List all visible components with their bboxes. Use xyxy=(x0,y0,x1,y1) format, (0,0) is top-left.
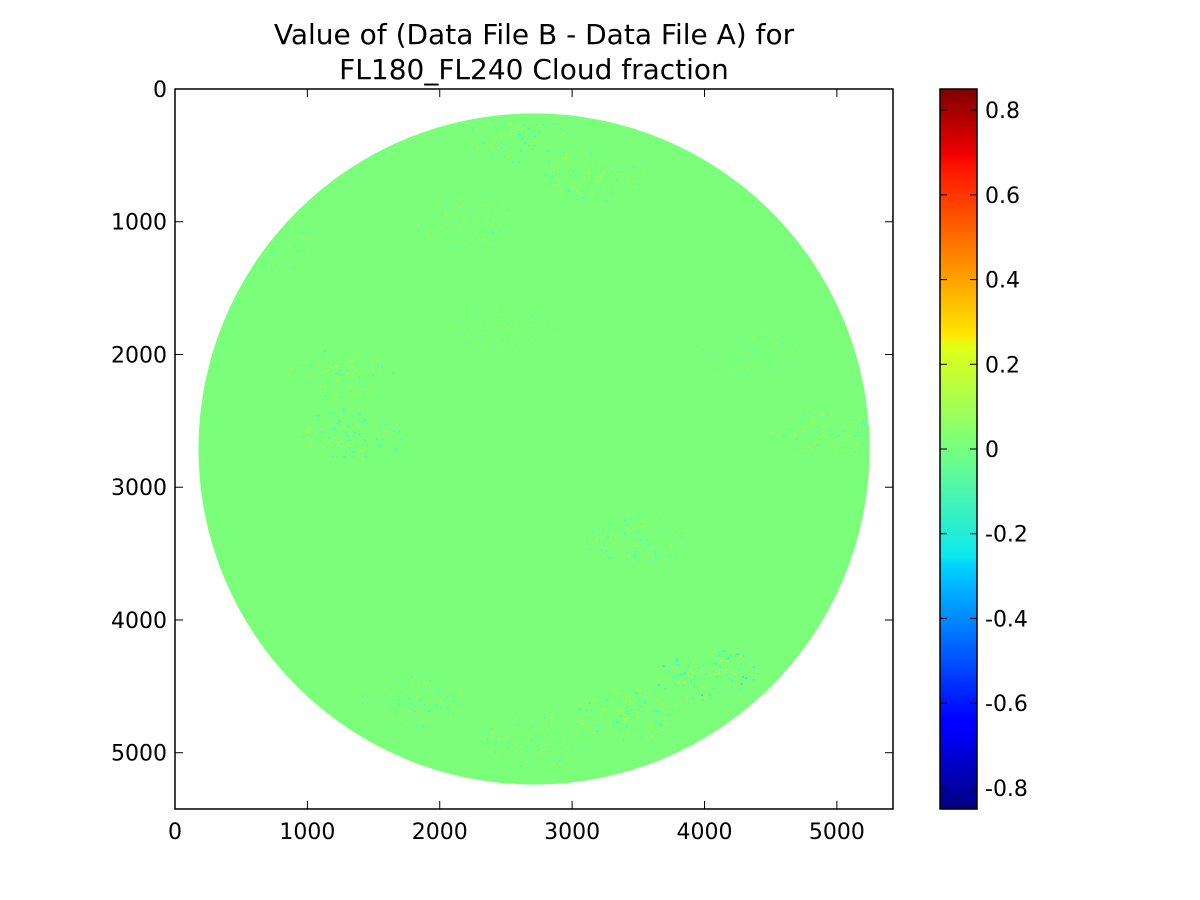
speckle-region xyxy=(287,350,394,401)
colorbar-tick-label: 0 xyxy=(985,438,999,463)
speckle-region xyxy=(771,411,869,460)
x-tick-label: 3000 xyxy=(544,820,600,845)
colorbar: -0.8 -0.6 -0.4 -0.2 0 0.2 0.4 0.6 0.8 xyxy=(939,88,1028,810)
chart-title-line-2: FL180_FL240 Cloud fraction xyxy=(339,53,729,86)
colorbar-ticks: -0.8 -0.6 -0.4 -0.2 0 0.2 0.4 0.6 0.8 xyxy=(940,99,1028,802)
axes-frame xyxy=(174,88,894,810)
colorbar-tick-label: -0.2 xyxy=(985,523,1028,548)
colorbar-tick-label: 0.6 xyxy=(985,184,1020,209)
y-axis: 0 1000 2000 3000 4000 5000 xyxy=(111,78,893,767)
colorbar-tick-label: -0.4 xyxy=(985,607,1028,632)
speckle-region xyxy=(417,198,514,249)
speckle-region xyxy=(253,227,321,274)
y-tick-label: 4000 xyxy=(111,609,167,634)
speckle-region xyxy=(575,688,677,741)
x-tick-label: 0 xyxy=(168,820,182,845)
y-tick-label: 3000 xyxy=(111,476,167,501)
x-tick-label: 1000 xyxy=(279,820,335,845)
speckle-region xyxy=(471,117,569,164)
chart-title-line-1: Value of (Data File B - Data File A) for xyxy=(274,18,795,51)
speckle-region xyxy=(483,716,582,767)
speckle-region xyxy=(454,304,557,356)
x-tick-label: 2000 xyxy=(412,820,468,845)
y-tick-label: 1000 xyxy=(111,211,167,236)
colorbar-tick-label: 0.4 xyxy=(985,269,1020,294)
speckle-region xyxy=(360,674,461,728)
speckle-region xyxy=(693,330,798,377)
x-tick-label: 5000 xyxy=(809,820,865,845)
speckle-region xyxy=(302,408,402,461)
speckle-layer xyxy=(253,117,869,767)
plot-area: 0 1000 2000 3000 4000 5000 0 1000 2000 3000 4000 5… xyxy=(111,78,894,845)
speckle-region xyxy=(544,150,645,202)
y-tick-label: 5000 xyxy=(111,742,167,767)
earth-disk xyxy=(198,113,870,785)
x-axis: 0 1000 2000 3000 4000 5000 xyxy=(168,89,865,845)
colorbar-tick-label: -0.8 xyxy=(985,777,1028,802)
y-tick-label: 0 xyxy=(153,78,167,103)
x-tick-label: 4000 xyxy=(676,820,732,845)
speckle-region xyxy=(586,513,687,567)
colorbar-tick-label: -0.6 xyxy=(985,692,1028,717)
colorbar-tick-label: 0.8 xyxy=(985,99,1020,124)
y-tick-label: 2000 xyxy=(111,343,167,368)
speckle-region xyxy=(658,650,756,701)
colorbar-tick-label: 0.2 xyxy=(985,353,1020,378)
